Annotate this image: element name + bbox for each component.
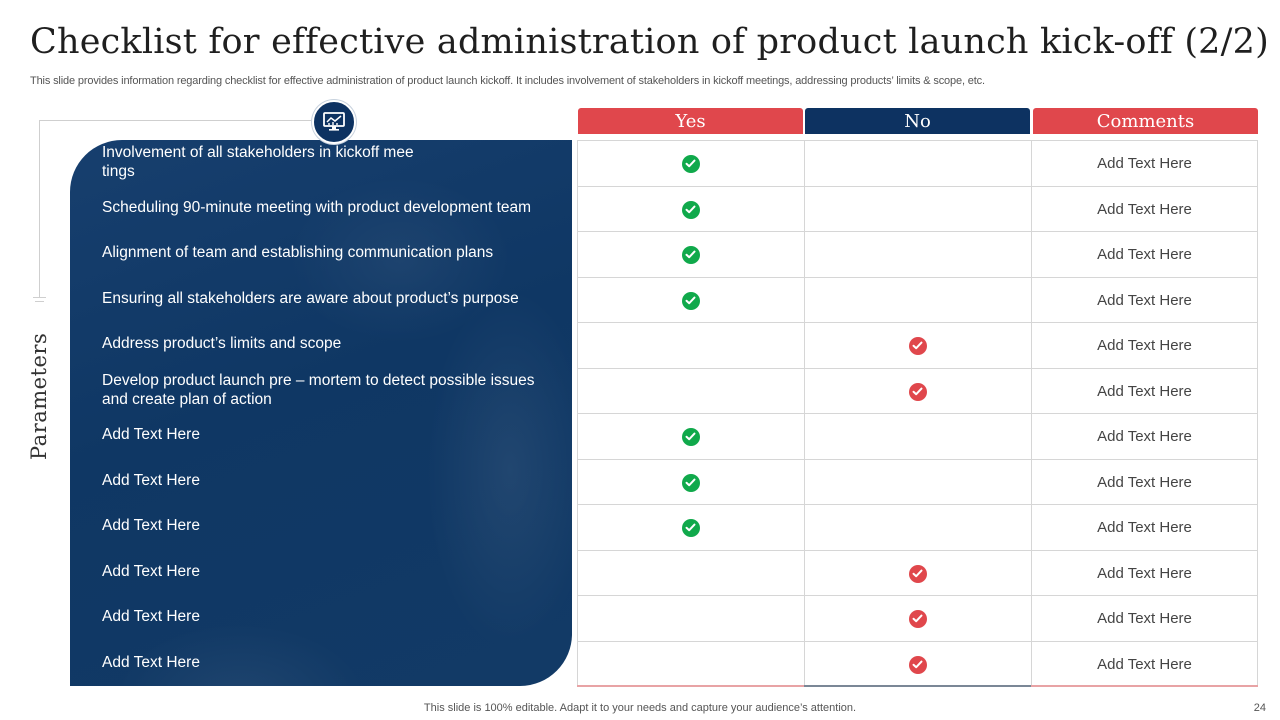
comment-text: Add Text Here bbox=[1097, 610, 1192, 627]
parameters-panel: Involvement of all stakeholders in kicko… bbox=[70, 140, 572, 686]
no-cell bbox=[804, 323, 1031, 368]
parameter-item: Alignment of team and establishing commu… bbox=[102, 244, 494, 261]
table-row-divider bbox=[577, 277, 1258, 278]
green-check-icon bbox=[681, 291, 700, 310]
comment-cell: Add Text Here bbox=[1031, 551, 1258, 596]
parameter-item: Add Text Here bbox=[102, 426, 200, 443]
parameter-item: Address product’s limits and scope bbox=[102, 335, 342, 352]
red-check-icon bbox=[908, 655, 927, 674]
table-row-divider bbox=[577, 550, 1258, 551]
comment-cell: Add Text Here bbox=[1031, 596, 1258, 641]
table-row-divider bbox=[577, 231, 1258, 232]
table-column-divider bbox=[577, 140, 578, 685]
table-bottom-border bbox=[1031, 685, 1258, 687]
bracket-tick bbox=[35, 301, 44, 302]
red-check-icon bbox=[908, 609, 927, 628]
yes-cell bbox=[577, 460, 804, 505]
parameter-item: Add Text Here bbox=[102, 563, 200, 580]
parameter-item: Develop product launch pre – mortem to d… bbox=[102, 372, 535, 408]
comment-text: Add Text Here bbox=[1097, 428, 1192, 445]
table-row-divider bbox=[577, 140, 1258, 141]
header-no: No bbox=[805, 108, 1030, 134]
table-column-divider bbox=[1257, 140, 1258, 685]
comment-cell: Add Text Here bbox=[1031, 323, 1258, 368]
table-row-divider bbox=[577, 413, 1258, 414]
comment-text: Add Text Here bbox=[1097, 155, 1192, 172]
table-row-divider bbox=[577, 595, 1258, 596]
table-bottom-border bbox=[804, 685, 1031, 687]
comment-cell: Add Text Here bbox=[1031, 232, 1258, 277]
page-title: Checklist for effective administration o… bbox=[30, 22, 1269, 62]
parameter-item: Ensuring all stakeholders are aware abou… bbox=[102, 290, 519, 307]
parameter-item: Add Text Here bbox=[102, 472, 200, 489]
no-cell bbox=[804, 551, 1031, 596]
table-row-divider bbox=[577, 368, 1258, 369]
table-column-divider bbox=[804, 140, 805, 685]
parameter-item: Add Text Here bbox=[102, 517, 200, 534]
bracket-line-left bbox=[39, 120, 40, 298]
parameter-item: Scheduling 90-minute meeting with produc… bbox=[102, 199, 532, 216]
table-column-divider bbox=[1031, 140, 1032, 685]
parameters-label: Parameters bbox=[27, 332, 51, 460]
comment-text: Add Text Here bbox=[1097, 292, 1192, 309]
parameter-item: Add Text Here bbox=[102, 654, 200, 671]
table-row-divider bbox=[577, 322, 1258, 323]
yes-cell bbox=[577, 414, 804, 459]
table-row-divider bbox=[577, 459, 1258, 460]
yes-cell bbox=[577, 141, 804, 186]
comment-text: Add Text Here bbox=[1097, 383, 1192, 400]
footer-note: This slide is 100% editable. Adapt it to… bbox=[423, 702, 857, 714]
table-bottom-border bbox=[577, 685, 804, 687]
parameter-item: Add Text Here bbox=[102, 608, 200, 625]
parameter-item: Involvement of all stakeholders in kicko… bbox=[102, 144, 414, 180]
header-yes: Yes bbox=[578, 108, 803, 134]
comment-text: Add Text Here bbox=[1097, 474, 1192, 491]
comment-text: Add Text Here bbox=[1097, 519, 1192, 536]
no-cell bbox=[804, 369, 1031, 414]
checklist-table: Add Text Here Add Text Here Add Text Here A… bbox=[577, 140, 1258, 687]
green-check-icon bbox=[681, 245, 700, 264]
green-check-icon bbox=[681, 154, 700, 173]
bracket-line-top bbox=[39, 120, 317, 121]
monitor-chart-icon bbox=[312, 100, 356, 144]
no-cell bbox=[804, 642, 1031, 687]
red-check-icon bbox=[908, 564, 927, 583]
comment-text: Add Text Here bbox=[1097, 246, 1192, 263]
page-number: 24 bbox=[1253, 702, 1266, 714]
yes-cell bbox=[577, 232, 804, 277]
comment-cell: Add Text Here bbox=[1031, 505, 1258, 550]
green-check-icon bbox=[681, 200, 700, 219]
yes-cell bbox=[577, 187, 804, 232]
yes-cell bbox=[577, 505, 804, 550]
red-check-icon bbox=[908, 382, 927, 401]
comment-cell: Add Text Here bbox=[1031, 369, 1258, 414]
page-subtitle: This slide provides information regardin… bbox=[30, 75, 985, 87]
header-comments: Comments bbox=[1033, 108, 1258, 134]
comment-text: Add Text Here bbox=[1097, 565, 1192, 582]
comment-cell: Add Text Here bbox=[1031, 460, 1258, 505]
comment-text: Add Text Here bbox=[1097, 337, 1192, 354]
green-check-icon bbox=[681, 427, 700, 446]
comment-text: Add Text Here bbox=[1097, 656, 1192, 673]
comment-cell: Add Text Here bbox=[1031, 278, 1258, 323]
table-row-divider bbox=[577, 504, 1258, 505]
comment-cell: Add Text Here bbox=[1031, 414, 1258, 459]
table-row-divider bbox=[577, 186, 1258, 187]
yes-cell bbox=[577, 278, 804, 323]
comment-text: Add Text Here bbox=[1097, 201, 1192, 218]
green-check-icon bbox=[681, 518, 700, 537]
no-cell bbox=[804, 596, 1031, 641]
bracket-tick bbox=[33, 297, 46, 298]
comment-cell: Add Text Here bbox=[1031, 141, 1258, 186]
red-check-icon bbox=[908, 336, 927, 355]
table-row-divider bbox=[577, 641, 1258, 642]
comment-cell: Add Text Here bbox=[1031, 642, 1258, 687]
green-check-icon bbox=[681, 473, 700, 492]
comment-cell: Add Text Here bbox=[1031, 187, 1258, 232]
